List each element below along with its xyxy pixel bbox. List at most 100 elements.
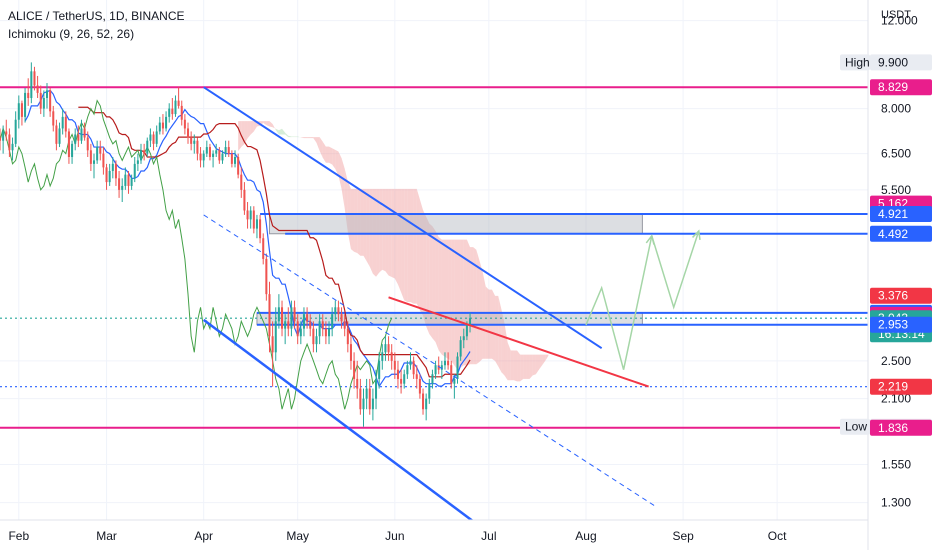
- candle-body: [309, 321, 312, 329]
- cloud-segment: [263, 121, 267, 126]
- time-tick-label: Sep: [672, 529, 694, 543]
- chikou-line: [0, 99, 393, 410]
- candle-body: [96, 147, 99, 161]
- candle-body: [381, 352, 384, 361]
- projection-arrow: [691, 229, 701, 240]
- candle-body: [384, 344, 387, 353]
- cloud-segment: [413, 188, 417, 304]
- cloud-segment: [354, 188, 358, 254]
- candle-body: [396, 369, 399, 379]
- candle-body: [437, 365, 440, 370]
- candle-body: [359, 388, 362, 410]
- cloud-segment: [410, 188, 414, 304]
- price-badge-tag: [840, 54, 870, 71]
- cloud-segment: [366, 188, 370, 267]
- cloud-segment: [341, 158, 345, 209]
- chart-title[interactable]: ALICE / TetherUS, 1D, BINANCE: [8, 9, 185, 23]
- price-tick-label: 12.000: [881, 14, 918, 28]
- candle-body: [61, 116, 64, 129]
- cloud-segment: [322, 141, 326, 163]
- candle-body: [422, 393, 425, 410]
- cloud-segment: [485, 286, 489, 359]
- candle-body: [246, 210, 249, 220]
- candles: [0, 62, 472, 427]
- candle-body: [221, 153, 224, 161]
- candle-body: [205, 147, 208, 154]
- cloud-segment: [385, 188, 389, 276]
- candle-body: [271, 336, 274, 353]
- cloud-segment: [451, 239, 455, 366]
- candle-body: [230, 153, 233, 164]
- candle-body: [440, 365, 443, 370]
- candle-body: [315, 336, 318, 345]
- cloud-segment: [532, 354, 536, 376]
- candle-body: [237, 156, 240, 175]
- cloud-segment: [335, 149, 339, 176]
- candle-body: [368, 388, 371, 410]
- cloud-segment: [272, 124, 276, 130]
- candle-body: [362, 398, 365, 410]
- candle-body: [186, 128, 190, 138]
- candle-body: [143, 150, 146, 154]
- candle-body: [149, 134, 152, 141]
- candle-body: [208, 147, 211, 157]
- indicator-label[interactable]: Ichimoku (9, 26, 52, 26): [8, 27, 135, 41]
- cloud-segment: [247, 121, 251, 139]
- candle-body: [321, 321, 324, 329]
- candle-body: [36, 85, 39, 93]
- cloud-segment: [285, 132, 289, 138]
- price-badge-label: Low: [845, 420, 867, 434]
- candle-body: [49, 90, 52, 112]
- candle-body: [340, 314, 343, 322]
- ichimoku-cloud: [238, 121, 549, 382]
- candle-body: [299, 328, 302, 337]
- candle-body: [252, 210, 255, 229]
- candle-body: [77, 134, 80, 141]
- candle-body: [224, 147, 227, 154]
- time-tick-label: Apr: [194, 529, 213, 543]
- candle-body: [277, 307, 280, 322]
- candle-body: [14, 119, 17, 144]
- cloud-segment: [310, 137, 314, 139]
- candle-body: [80, 128, 83, 141]
- candle-body: [218, 150, 221, 161]
- candle-body: [371, 398, 374, 410]
- candle-body: [328, 328, 331, 337]
- tenkan-line: [24, 89, 471, 388]
- candle-body: [127, 174, 130, 186]
- candle-body: [324, 328, 327, 337]
- price-tick-label: 1.550: [881, 457, 911, 471]
- candle-body: [409, 360, 412, 366]
- projection-line: [585, 230, 700, 370]
- candle-body: [337, 307, 340, 315]
- cloud-segment: [460, 239, 464, 368]
- candle-body: [302, 314, 305, 329]
- candle-body: [161, 122, 164, 129]
- cloud-segment: [238, 121, 242, 152]
- cloud-segment: [416, 188, 420, 311]
- cloud-segment: [360, 188, 364, 256]
- candle-body: [469, 318, 472, 325]
- cloud-segment: [294, 136, 298, 138]
- cloud-segment: [303, 137, 308, 139]
- candle-body: [425, 398, 428, 410]
- price-badge-value: 4.492: [878, 227, 908, 241]
- cloud-segment: [545, 354, 549, 361]
- price-tick-label: 8.000: [881, 102, 911, 116]
- cloud-segment: [266, 121, 270, 127]
- trendlines: [202, 86, 656, 535]
- candle-body: [71, 143, 74, 157]
- price-tick-label: 5.500: [881, 183, 911, 197]
- cloud-segment: [520, 354, 524, 382]
- time-tick-label: Aug: [575, 529, 596, 543]
- cloud-segment: [401, 188, 405, 301]
- candle-body: [83, 128, 86, 138]
- candle-body: [58, 128, 61, 144]
- candle-body: [465, 324, 468, 337]
- cloud-segment: [523, 354, 527, 379]
- cloud-segment: [444, 239, 449, 359]
- candle-body: [177, 100, 180, 106]
- cloud-segment: [307, 137, 311, 139]
- candle-body: [11, 143, 14, 151]
